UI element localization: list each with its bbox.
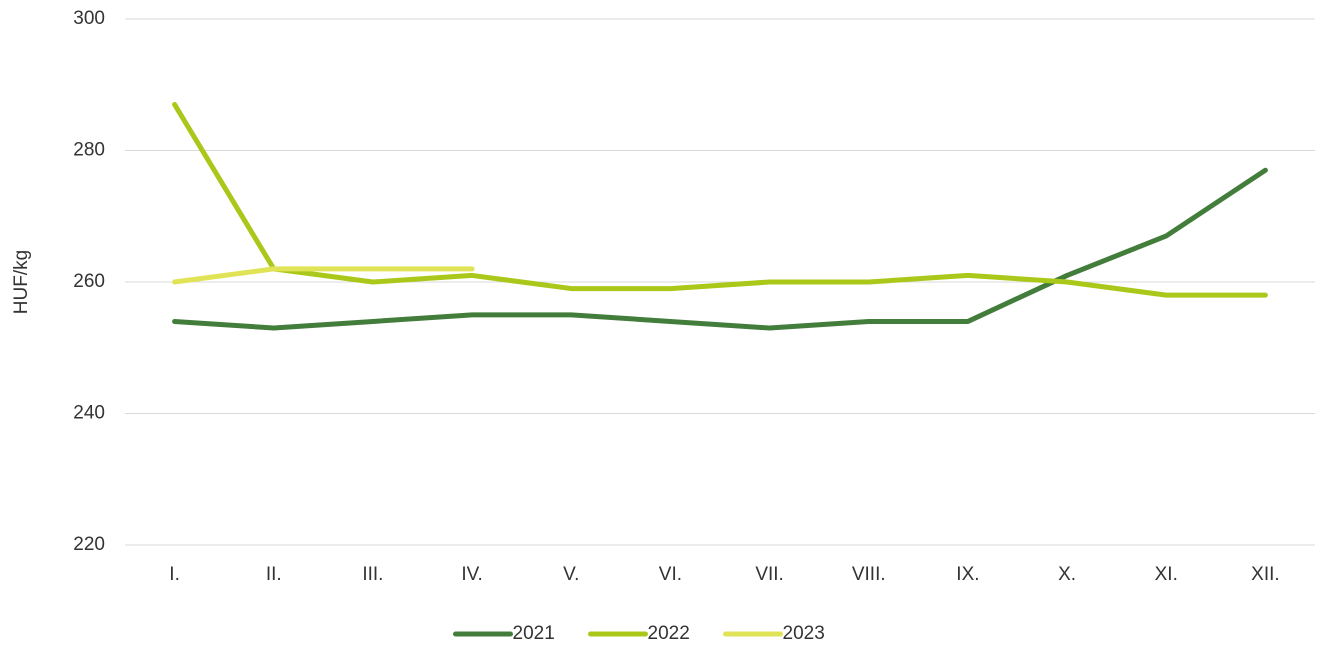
x-tick-label: IV. bbox=[461, 564, 483, 585]
y-tick-label: 280 bbox=[73, 140, 105, 161]
y-tick-label: 240 bbox=[73, 403, 105, 424]
x-tick-label: VIII. bbox=[852, 564, 886, 585]
x-tick-label: III. bbox=[362, 564, 383, 585]
y-axis-label: HUF/kg bbox=[11, 250, 32, 314]
x-tick-label: VI. bbox=[659, 564, 682, 585]
legend-label: 2021 bbox=[513, 623, 555, 644]
x-tick-label: I. bbox=[169, 564, 180, 585]
x-tick-label: VII. bbox=[755, 564, 784, 585]
line-series bbox=[172, 101, 1268, 298]
y-tick-label: 300 bbox=[73, 8, 105, 29]
legend-label: 2023 bbox=[783, 623, 825, 644]
legend-label: 2022 bbox=[648, 623, 690, 644]
y-tick-label: 220 bbox=[73, 534, 105, 555]
x-tick-label: XII. bbox=[1251, 564, 1280, 585]
x-tick-label: II. bbox=[266, 564, 282, 585]
x-tick-label: IX. bbox=[956, 564, 979, 585]
line-series bbox=[172, 167, 1268, 331]
y-tick-label: 260 bbox=[73, 271, 105, 292]
x-tick-label: X. bbox=[1058, 564, 1076, 585]
line-series bbox=[172, 266, 475, 285]
x-tick-label: XI. bbox=[1155, 564, 1178, 585]
x-tick-label: V. bbox=[563, 564, 579, 585]
